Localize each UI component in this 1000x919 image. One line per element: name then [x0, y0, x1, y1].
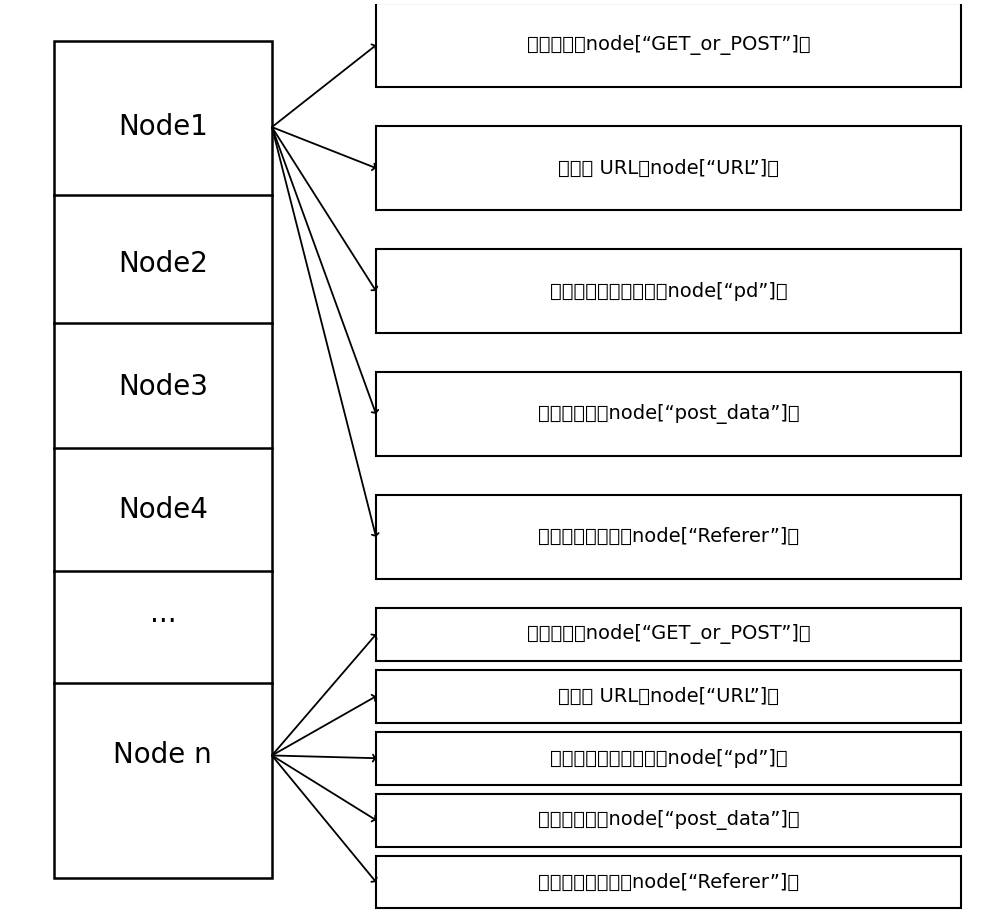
Text: 请求类型（node[“GET_or_POST”]）: 请求类型（node[“GET_or_POST”]） — [527, 35, 810, 55]
Bar — [376, 249, 961, 333]
Bar — [376, 4, 961, 87]
Text: Node2: Node2 — [118, 250, 208, 278]
Text: ...: ... — [150, 600, 176, 629]
Text: 请求的参数（node[“post_data”]）: 请求的参数（node[“post_data”]） — [538, 404, 799, 424]
Text: 请求的指向地址（node[“Referer”]）: 请求的指向地址（node[“Referer”]） — [538, 872, 799, 891]
Bar — [376, 856, 961, 909]
Text: 请求的是否包含参数（node[“pd”]）: 请求的是否包含参数（node[“pd”]） — [550, 749, 787, 767]
Bar — [376, 126, 961, 210]
Bar — [376, 794, 961, 846]
Text: 请求的指向地址（node[“Referer”]）: 请求的指向地址（node[“Referer”]） — [538, 528, 799, 547]
Bar — [376, 372, 961, 456]
Bar — [376, 495, 961, 579]
Bar — [376, 732, 961, 785]
Bar — [376, 608, 961, 661]
Bar — [54, 40, 272, 879]
Text: 请求类型（node[“GET_or_POST”]）: 请求类型（node[“GET_or_POST”]） — [527, 624, 810, 644]
Text: 请求的 URL（node[“URL”]）: 请求的 URL（node[“URL”]） — [558, 159, 779, 177]
Text: Node3: Node3 — [118, 372, 208, 401]
Text: Node4: Node4 — [118, 495, 208, 524]
Text: 请求的是否包含参数（node[“pd”]）: 请求的是否包含参数（node[“pd”]） — [550, 281, 787, 301]
Text: 请求的 URL（node[“URL”]）: 请求的 URL（node[“URL”]） — [558, 686, 779, 706]
Text: 请求的参数（node[“post_data”]）: 请求的参数（node[“post_data”]） — [538, 811, 799, 830]
Text: Node1: Node1 — [118, 113, 208, 142]
Bar — [376, 670, 961, 722]
Text: Node n: Node n — [113, 742, 212, 769]
